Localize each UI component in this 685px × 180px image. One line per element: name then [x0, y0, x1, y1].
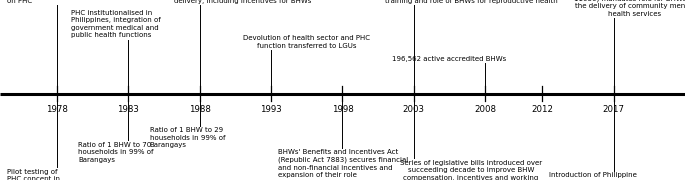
Text: Devolution of health sector and PHC
function transferred to LGUs: Devolution of health sector and PHC func…	[243, 35, 371, 49]
Text: Mental Health Act (Republic Act
11036) mandates role for BHWs in
the delivery of: Mental Health Act (Republic Act 11036) m…	[575, 0, 685, 17]
Text: 196,562 active accredited BHWs: 196,562 active accredited BHWs	[393, 56, 507, 62]
Text: Responsible Parenthood and Reproductive Health
Act (Republic Act 10354) mandates: Responsible Parenthood and Reproductive …	[384, 0, 558, 4]
Text: Introduction of Philippine
Package of Essential NCD
Interventions for the Integr: Introduction of Philippine Package of Es…	[549, 172, 668, 180]
Text: 2012: 2012	[532, 105, 553, 114]
Text: Ratio of 1 BHW to 29
households in 99% of
Barangays: Ratio of 1 BHW to 29 households in 99% o…	[150, 127, 225, 148]
Text: Pilot testing of
PHC concept in
12 provinces,
including
introduction of
BHWs: Pilot testing of PHC concept in 12 provi…	[7, 169, 60, 180]
Text: 1983: 1983	[118, 105, 139, 114]
Text: BHWs' Benefits and Incentives Act
(Republic Act 7883) secures financial
and non-: BHWs' Benefits and Incentives Act (Repub…	[278, 149, 408, 178]
Text: Nationwide democratic reform aims to increase
NGO and community participation in: Nationwide democratic reform aims to inc…	[160, 0, 326, 4]
Text: PHC institutionalised in
Philippines, integration of
government medical and
publ: PHC institutionalised in Philippines, in…	[71, 10, 161, 38]
Text: 1993: 1993	[260, 105, 282, 114]
Text: Series of legislative bills introduced over
succeeding decade to improve BHW
com: Series of legislative bills introduced o…	[400, 160, 542, 180]
Text: 1998: 1998	[332, 105, 353, 114]
Text: 2017: 2017	[603, 105, 625, 114]
Text: Ratio of 1 BHW to 70
households in 99% of
Barangays: Ratio of 1 BHW to 70 households in 99% o…	[79, 142, 154, 163]
Text: Alma Ata conference
on PHC: Alma Ata conference on PHC	[7, 0, 80, 4]
Text: 2008: 2008	[474, 105, 496, 114]
Text: 2003: 2003	[403, 105, 425, 114]
Text: 1978: 1978	[46, 105, 68, 114]
Text: 1988: 1988	[189, 105, 211, 114]
